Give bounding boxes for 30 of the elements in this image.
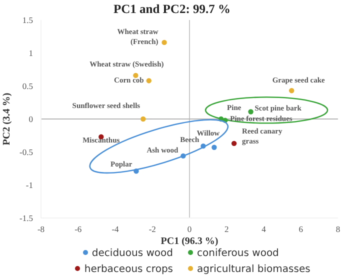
x-axis-title: PC1 (96.3 %) <box>160 236 218 247</box>
point <box>288 88 294 94</box>
x-tick-label: 4 <box>262 224 267 234</box>
y-tick-label: 0 <box>28 114 33 124</box>
legend-label: coniferous wood <box>196 247 280 261</box>
x-tick-label: -6 <box>74 224 82 234</box>
x-tick-label: -2 <box>148 224 156 234</box>
y-tick-label: 1 <box>28 48 33 58</box>
point <box>231 140 237 146</box>
y-tick-label: -0.5 <box>20 147 33 158</box>
y-tick-label: 0.5 <box>22 81 33 92</box>
chart-title: PC1 and PC2: 99.7 % <box>112 2 232 17</box>
y-tick-label: 1.5 <box>22 15 33 26</box>
point <box>146 78 152 84</box>
y-axis-title: PC2 (3.4 %) <box>2 92 13 146</box>
x-tick-label: 2 <box>224 224 229 234</box>
y-tick-label: -1 <box>26 180 33 190</box>
y-tick-label: -1.5 <box>20 213 33 224</box>
point <box>140 116 146 122</box>
point <box>162 40 167 46</box>
legend-label: deciduous wood <box>90 247 174 261</box>
x-tick-label: 8 <box>336 224 340 234</box>
x-tick-label: 6 <box>298 224 303 234</box>
legend-label: agricultural biomasses <box>196 263 312 277</box>
point <box>248 109 254 114</box>
legend-label: herbaceous crops <box>83 263 174 277</box>
x-tick-label: -4 <box>112 224 120 234</box>
x-tick-label: -8 <box>37 224 45 234</box>
point <box>212 144 217 150</box>
x-tick-label: 0 <box>187 224 192 234</box>
